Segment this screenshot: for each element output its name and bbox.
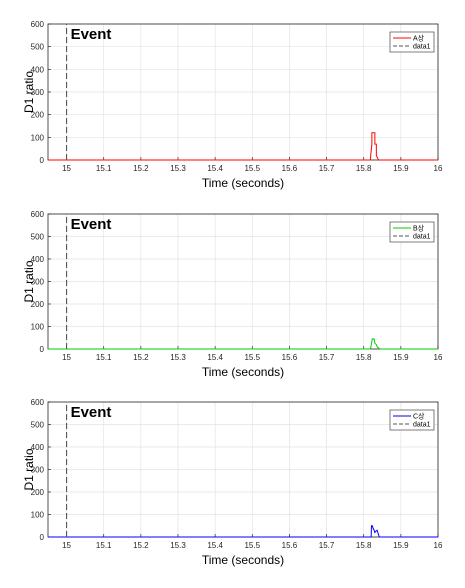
y-tick-label: 200 — [31, 300, 45, 309]
x-tick-label: 15.9 — [393, 353, 409, 362]
x-tick-label: 15.7 — [319, 164, 335, 173]
y-tick-label: 0 — [40, 345, 45, 354]
y-tick-label: 300 — [31, 466, 45, 475]
x-tick-label: 15.2 — [133, 164, 149, 173]
x-tick-label: 15.8 — [356, 164, 372, 173]
event-annotation: Event — [71, 26, 112, 43]
x-tick-label: 15.8 — [356, 353, 372, 362]
legend-label: C상 — [413, 412, 425, 421]
x-axis-label: Time (seconds) — [202, 553, 284, 567]
x-tick-label: 15.5 — [244, 541, 260, 550]
legend-label: B상 — [413, 224, 425, 233]
y-tick-label: 100 — [31, 323, 45, 332]
x-tick-label: 15.9 — [393, 541, 409, 550]
y-tick-label: 600 — [31, 20, 45, 29]
x-tick-label: 15.8 — [356, 541, 372, 550]
legend-box — [389, 409, 435, 431]
legend-box — [389, 31, 435, 53]
y-tick-label: 300 — [31, 278, 45, 287]
x-tick-label: 15.3 — [170, 541, 186, 550]
x-tick-label: 15.6 — [282, 164, 298, 173]
chart-panel-2: 15 15.1 15.2 15.3 15.4 15.5 15.6 15.7 15.8 15.9 16… — [22, 210, 443, 379]
x-axis-label: Time (seconds) — [202, 365, 284, 379]
y-axis-label: D1 ratio — [22, 448, 36, 490]
x-tick-label: 15.7 — [319, 353, 335, 362]
x-tick-label: 15.2 — [133, 353, 149, 362]
y-tick-label: 300 — [31, 88, 45, 97]
x-tick-label: 15.1 — [96, 541, 112, 550]
legend-label: A상 — [413, 34, 425, 43]
y-tick-label: 400 — [31, 443, 45, 452]
x-tick-label: 15.5 — [244, 353, 260, 362]
x-tick-label: 15.5 — [244, 164, 260, 173]
legend-label: data1 — [413, 44, 431, 51]
y-tick-label: 500 — [31, 43, 45, 52]
x-tick-label: 15 — [62, 353, 71, 362]
legend-label: data1 — [413, 234, 431, 241]
x-tick-label: 15.6 — [282, 353, 298, 362]
legend-label: data1 — [413, 422, 431, 429]
y-tick-label: 400 — [31, 255, 45, 264]
chart-panel-3: 15 15.1 15.2 15.3 15.4 15.5 15.6 15.7 15.8 15.9 16… — [22, 398, 443, 567]
x-tick-label: 15.1 — [96, 164, 112, 173]
y-tick-label: 600 — [31, 398, 45, 407]
series-line-1 — [48, 525, 438, 538]
y-tick-label: 100 — [31, 133, 45, 142]
y-tick-label: 200 — [31, 488, 45, 497]
x-axis-label: Time (seconds) — [202, 176, 284, 190]
y-axis-label: D1 ratio — [22, 71, 36, 113]
x-tick-label: 15.4 — [207, 164, 223, 173]
y-tick-label: 500 — [31, 233, 45, 242]
x-tick-label: 16 — [434, 353, 443, 362]
y-tick-label: 400 — [31, 65, 45, 74]
y-axis-label: D1 ratio — [22, 260, 36, 302]
x-tick-label: 16 — [434, 164, 443, 173]
x-tick-label: 15.3 — [170, 164, 186, 173]
x-tick-label: 15.3 — [170, 353, 186, 362]
x-tick-label: 15.1 — [96, 353, 112, 362]
series-line-1 — [48, 132, 438, 161]
x-tick-label: 15.2 — [133, 541, 149, 550]
y-tick-label: 600 — [31, 210, 45, 219]
y-tick-label: 0 — [40, 156, 45, 165]
x-tick-label: 15.6 — [282, 541, 298, 550]
x-tick-label: 15.9 — [393, 164, 409, 173]
y-tick-label: 100 — [31, 511, 45, 520]
x-tick-label: 15 — [62, 541, 71, 550]
x-tick-label: 15.4 — [207, 541, 223, 550]
chart-panel-1: 15 15.1 15.2 15.3 15.4 15.5 15.6 15.7 15.8 15.9 16… — [22, 20, 443, 190]
series-line-1 — [48, 338, 438, 350]
y-tick-label: 0 — [40, 533, 45, 542]
x-tick-label: 15 — [62, 164, 71, 173]
x-tick-label: 15.7 — [319, 541, 335, 550]
y-tick-label: 500 — [31, 421, 45, 430]
legend-box — [389, 221, 435, 243]
x-tick-label: 16 — [434, 541, 443, 550]
event-annotation: Event — [71, 216, 112, 233]
y-tick-label: 200 — [31, 111, 45, 120]
event-annotation: Event — [71, 404, 112, 421]
x-tick-label: 15.4 — [207, 353, 223, 362]
